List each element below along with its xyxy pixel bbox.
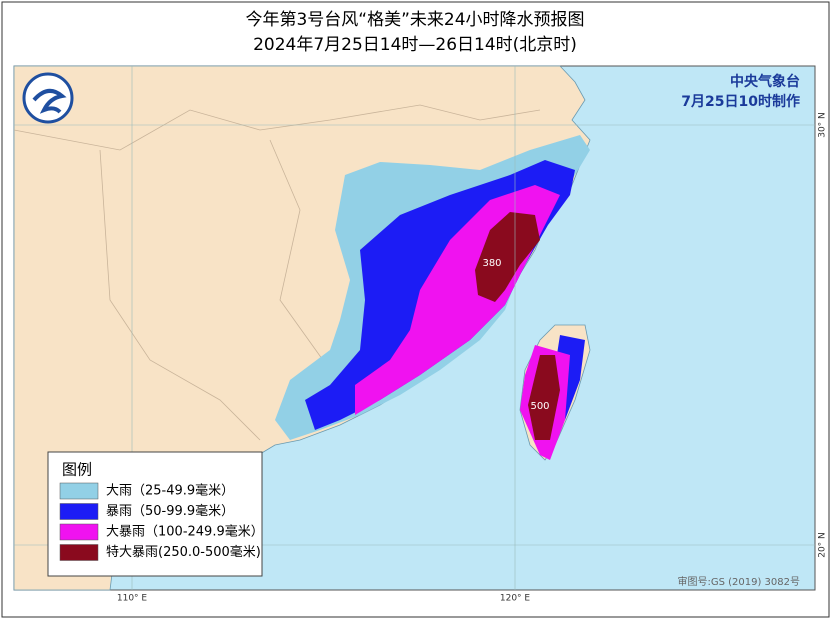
subtitle: 2024年7月25日14时—26日14时(北京时): [253, 35, 577, 55]
legend-swatch: [59, 544, 99, 561]
approval: 审图号:GS (2019) 3082号: [677, 575, 800, 588]
lon-label: 120° E: [500, 594, 531, 604]
logo-ring: [22, 72, 74, 124]
legend-swatch: [59, 523, 99, 541]
legend-title: 图例: [62, 461, 92, 479]
legend-label: 大暴雨（100-249.9毫米）: [106, 524, 264, 540]
legend-label: 特大暴雨(250.0-500毫米): [106, 544, 261, 560]
legend: 图例 大雨（25-49.9毫米） 暴雨（50-99.9毫米） 大暴雨（100-249…: [47, 451, 264, 577]
province-border: [99, 149, 261, 441]
title: 今年第3号台风“格美”未来24小时降水预报图: [245, 10, 584, 30]
issued: 7月25日10时制作: [681, 93, 800, 110]
max-label: 500: [530, 401, 549, 412]
lon-label: 110° E: [117, 594, 148, 604]
legend-swatch: [59, 503, 99, 520]
logo-mark: [32, 88, 67, 114]
lat-label: 30° N: [818, 112, 828, 138]
legend-label: 暴雨（50-99.9毫米）: [106, 503, 234, 519]
rain-zone: [475, 212, 540, 302]
lat-label: 20° N: [818, 532, 828, 558]
rain-zone: [528, 355, 560, 440]
max-label: 380: [482, 258, 501, 269]
agency: 中央气象台: [730, 73, 800, 90]
logo: [22, 72, 74, 124]
province-border: [269, 139, 331, 371]
legend-swatch: [59, 482, 99, 500]
legend-label: 大雨（25-49.9毫米）: [106, 483, 234, 499]
